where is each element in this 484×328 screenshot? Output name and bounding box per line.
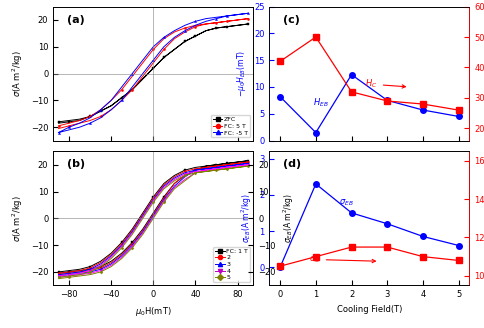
Legend: FC: 1 T, 2, 3, 4, 5: FC: 1 T, 2, 3, 4, 5 (213, 247, 250, 282)
Text: $\sigma_{EB}$: $\sigma_{EB}$ (339, 198, 354, 208)
Text: (a): (a) (67, 15, 85, 25)
Text: $H_C$: $H_C$ (365, 78, 406, 91)
X-axis label: Cooling Field(T): Cooling Field(T) (337, 305, 402, 314)
Text: (d): (d) (283, 159, 302, 169)
Y-axis label: $-\mu_0 H_{EB}$(mT): $-\mu_0 H_{EB}$(mT) (235, 50, 248, 97)
Text: $H_{EB}$: $H_{EB}$ (314, 97, 329, 109)
Y-axis label: $\sigma_{EB}$(A m$^2$/kg): $\sigma_{EB}$(A m$^2$/kg) (239, 193, 254, 243)
Text: (c): (c) (283, 15, 300, 25)
Y-axis label: $\sigma$(A m$^2$/kg): $\sigma$(A m$^2$/kg) (11, 50, 25, 97)
Text: $\sigma_C$: $\sigma_C$ (309, 254, 376, 265)
Legend: ZFC, FC: 5 T, FC: -5 T: ZFC, FC: 5 T, FC: -5 T (211, 115, 250, 137)
Text: (b): (b) (67, 159, 85, 169)
Y-axis label: $\sigma$(A m$^2$/kg): $\sigma$(A m$^2$/kg) (11, 195, 25, 242)
Y-axis label: $\sigma_{EB}$(A m$^2$/kg): $\sigma_{EB}$(A m$^2$/kg) (281, 193, 296, 243)
X-axis label: $\mu_0$H(mT): $\mu_0$H(mT) (135, 305, 172, 318)
